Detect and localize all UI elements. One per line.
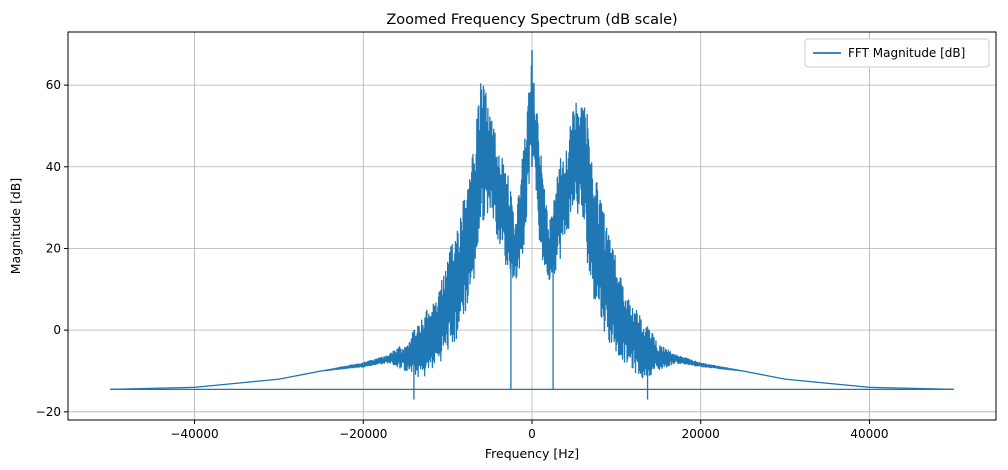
legend: FFT Magnitude [dB] <box>804 38 990 68</box>
legend-entry-label: FFT Magnitude [dB] <box>848 46 965 60</box>
x-axis-ticks: −40000 −20000 0 20000 40000 <box>170 420 889 441</box>
y-axis-label: Magnitude [dB] <box>8 178 23 274</box>
plot-series <box>109 50 955 400</box>
x-axis-label: Frequency [Hz] <box>485 446 579 461</box>
y-tick-label: 20 <box>46 241 61 255</box>
y-axis-ticks: −20 0 20 40 60 <box>36 78 68 419</box>
x-tick-label: 0 <box>528 427 536 441</box>
x-tick-label: −20000 <box>339 427 387 441</box>
x-tick-label: −40000 <box>170 427 218 441</box>
legend-box <box>804 38 990 68</box>
y-tick-label: −20 <box>36 405 61 419</box>
x-tick-label: 20000 <box>682 427 720 441</box>
y-tick-label: 60 <box>46 78 61 92</box>
chart-title: Zoomed Frequency Spectrum (dB scale) <box>386 12 677 28</box>
y-tick-label: 0 <box>53 323 61 337</box>
y-tick-label: 40 <box>46 160 61 174</box>
x-tick-label: 40000 <box>850 427 888 441</box>
